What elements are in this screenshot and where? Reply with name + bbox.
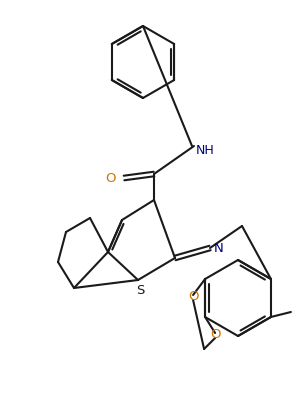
Text: O: O: [188, 290, 198, 303]
Text: NH: NH: [196, 143, 215, 156]
Text: S: S: [136, 284, 144, 296]
Text: N: N: [214, 241, 224, 254]
Text: O: O: [210, 328, 220, 341]
Text: O: O: [105, 171, 116, 185]
